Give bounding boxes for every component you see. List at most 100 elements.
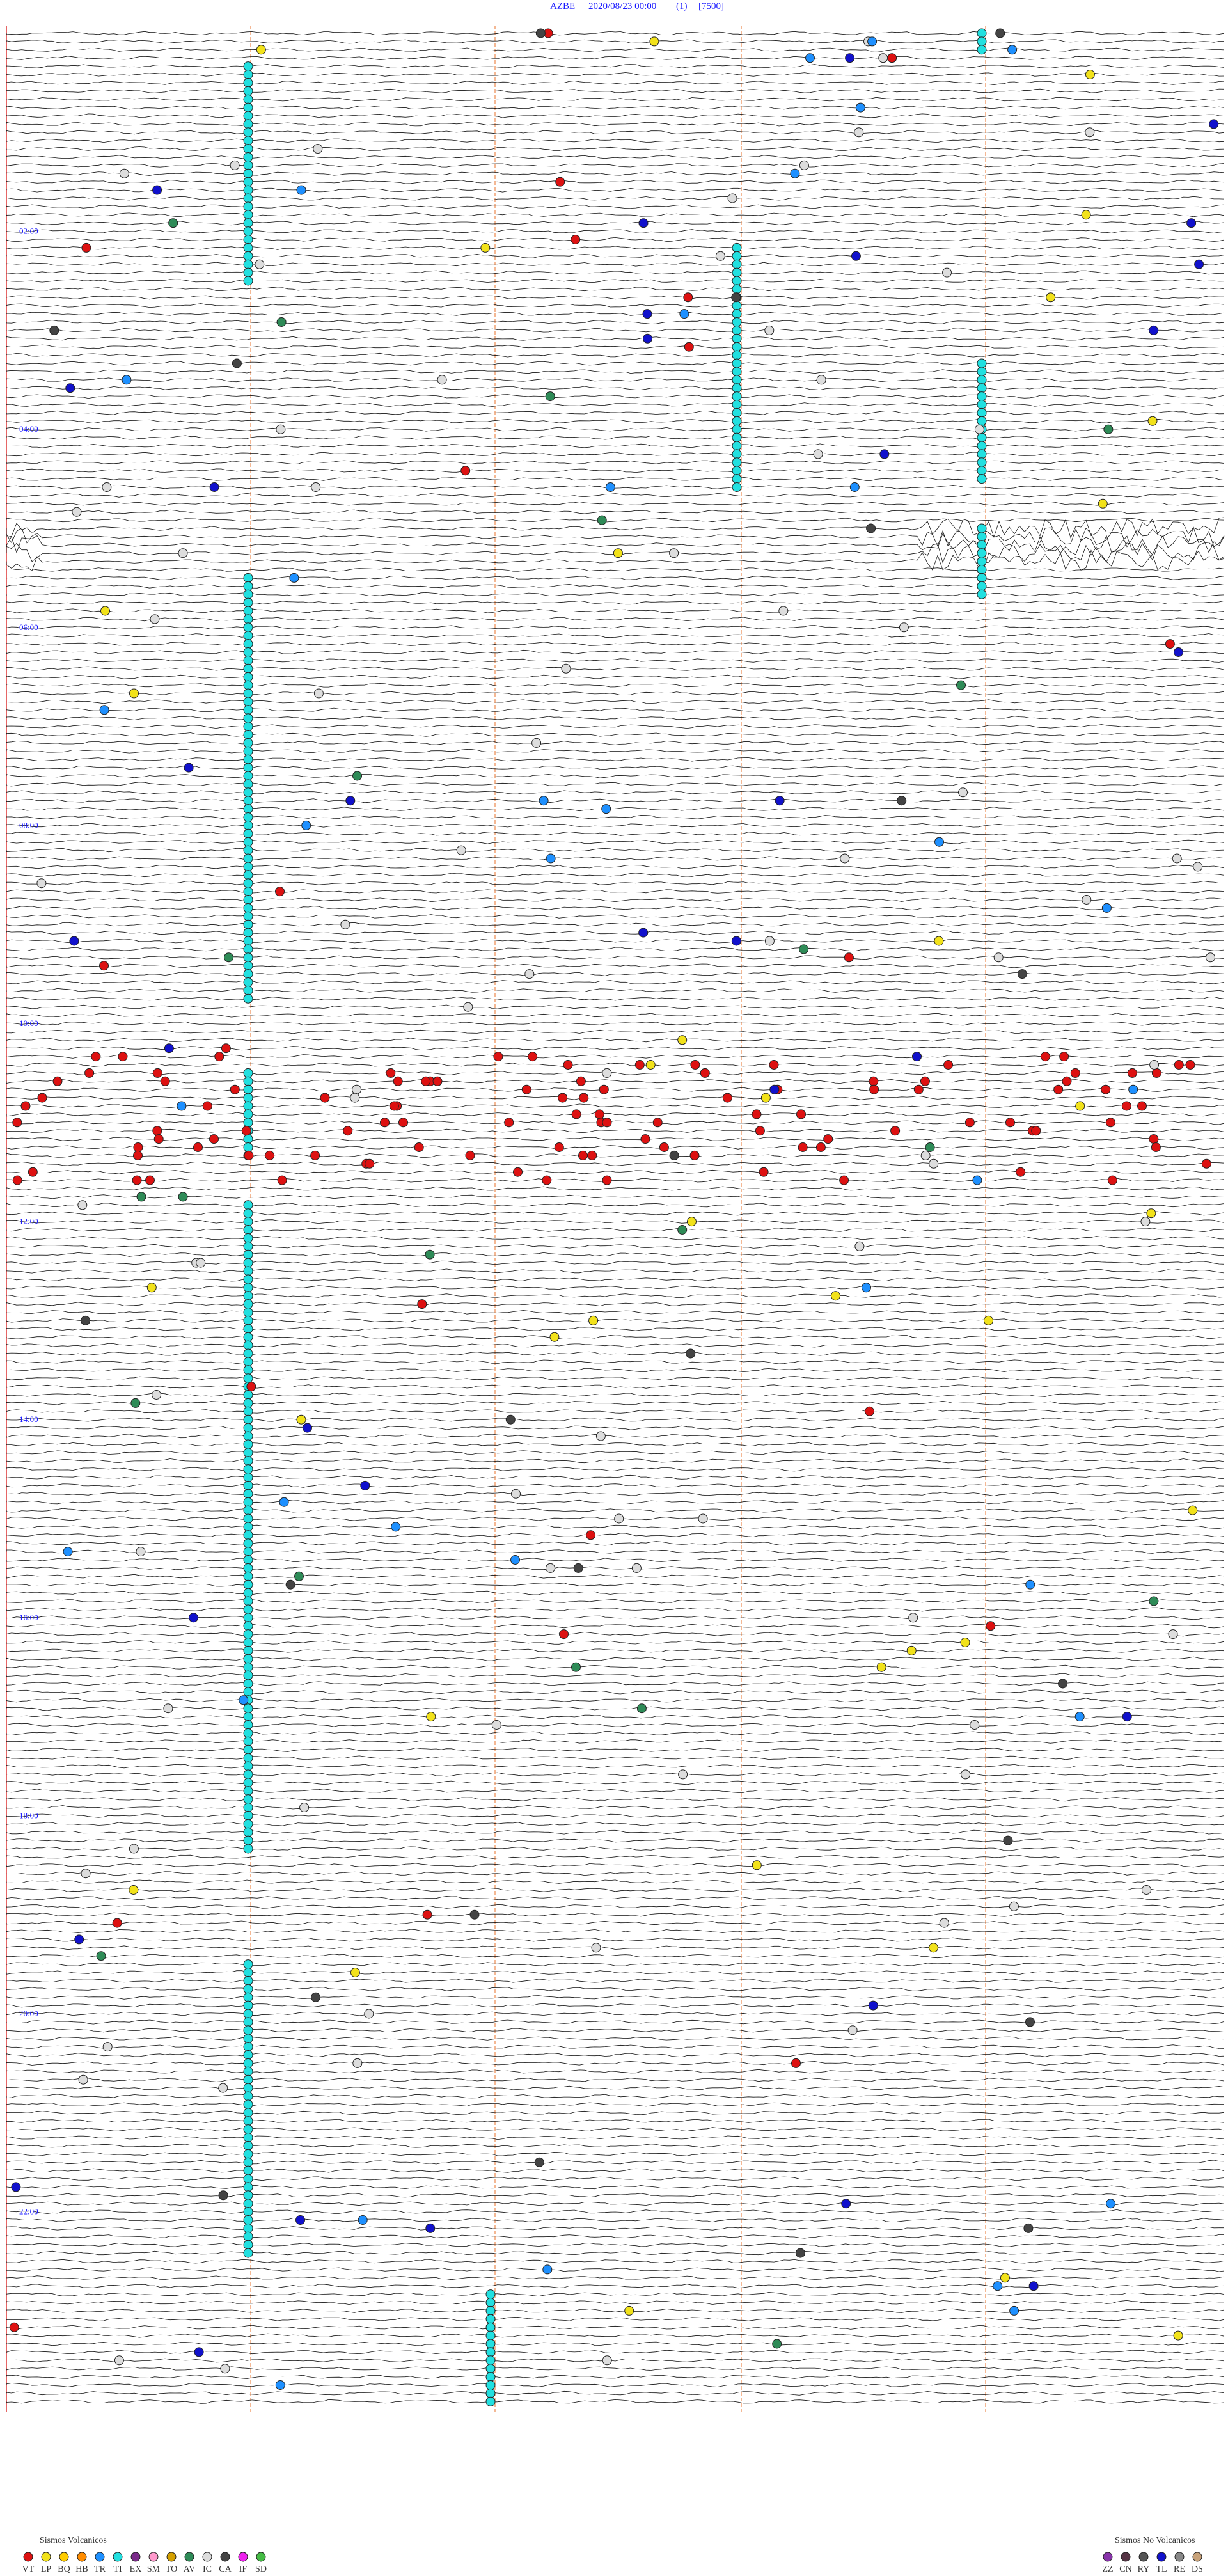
event-marker (731, 292, 741, 303)
trace (6, 1887, 1225, 1892)
trace (6, 2284, 1225, 2289)
trace (6, 1755, 1225, 1760)
event-marker (602, 1175, 612, 1185)
event-marker (1122, 1712, 1132, 1722)
trace (6, 2292, 1225, 2297)
trace (6, 873, 1225, 878)
legend-marker (59, 2552, 69, 2562)
event-marker (243, 1769, 253, 1780)
event-marker (243, 1679, 253, 1689)
event-marker (897, 796, 907, 806)
event-marker (878, 53, 888, 63)
trace (6, 2011, 1225, 2016)
event-marker (243, 1959, 253, 1970)
event-marker (602, 1118, 612, 1128)
event-marker (823, 1134, 833, 1144)
trace (6, 1664, 1225, 1670)
trace (6, 1821, 1225, 1826)
event-marker (209, 1134, 219, 1144)
event-marker (243, 1497, 253, 1507)
event-marker (831, 1291, 840, 1301)
event-marker (1007, 45, 1018, 55)
event-marker (243, 1778, 253, 1788)
event-marker (243, 730, 253, 739)
event-marker (594, 1109, 604, 1119)
event-marker (839, 1175, 849, 1185)
event-marker (243, 1621, 253, 1631)
trace (6, 773, 1225, 778)
event-marker (977, 391, 987, 402)
trace (6, 913, 1225, 919)
event-marker (91, 1052, 101, 1062)
event-marker (977, 557, 987, 567)
event-marker (1209, 119, 1219, 129)
event-marker (77, 1200, 88, 1210)
event-marker (265, 1150, 275, 1160)
event-marker (631, 1563, 642, 1573)
trace (6, 1400, 1225, 1405)
trace (6, 600, 1225, 605)
event-marker (485, 2396, 496, 2406)
event-marker (715, 251, 725, 261)
event-marker (243, 267, 253, 278)
event-marker (485, 2330, 496, 2341)
event-marker (1082, 895, 1092, 905)
event-marker (243, 1299, 253, 1309)
hour-label: 22:00 (19, 2207, 38, 2216)
event-marker (528, 1052, 538, 1062)
event-marker (638, 928, 649, 938)
legend-marker (95, 2552, 105, 2562)
event-marker (243, 2215, 253, 2225)
event-marker (243, 1827, 253, 1837)
event-marker (243, 1241, 253, 1251)
event-marker (243, 688, 253, 699)
event-marker (732, 350, 742, 360)
legend-title: Sismos Volcanicos (40, 2536, 107, 2545)
trace (6, 2316, 1225, 2321)
event-marker (358, 2215, 368, 2225)
event-marker (243, 1835, 253, 1845)
trace (6, 576, 1225, 580)
hour-label: 10:00 (19, 1018, 38, 1028)
hour-label: 18:00 (19, 1810, 38, 1820)
event-marker (791, 2058, 801, 2068)
event-marker (890, 1126, 901, 1136)
trace (6, 1268, 1225, 1274)
trace (6, 1863, 1225, 1868)
event-marker (243, 1398, 253, 1408)
event-marker (243, 1505, 253, 1515)
legend-marker (238, 2552, 248, 2562)
event-marker (218, 2190, 228, 2201)
event-marker (311, 482, 321, 492)
event-marker (1137, 1101, 1147, 1111)
event-marker (876, 1662, 886, 1672)
event-marker (977, 474, 987, 484)
event-marker (595, 1431, 606, 1441)
trace (6, 2250, 1225, 2256)
event-marker (243, 1217, 253, 1227)
event-marker (243, 1588, 253, 1598)
legend-code: IC (203, 2564, 212, 2574)
event-marker (463, 1002, 473, 1012)
event-marker (755, 1126, 765, 1136)
event-marker (683, 292, 693, 303)
trace (6, 930, 1225, 935)
event-marker (732, 449, 742, 459)
event-marker (465, 1150, 475, 1160)
trace (6, 2102, 1224, 2107)
event-marker (1188, 1505, 1198, 1515)
event-marker (485, 2339, 496, 2349)
event-marker (573, 1563, 583, 1573)
trace (6, 782, 1225, 787)
event-marker (732, 482, 742, 492)
event-marker (184, 763, 194, 773)
event-marker (764, 325, 775, 335)
event-marker (243, 1266, 253, 1276)
event-marker (964, 1118, 975, 1128)
event-marker (243, 1728, 253, 1738)
event-marker (243, 2025, 253, 2035)
trace (6, 1359, 1225, 1364)
event-marker (243, 1118, 253, 1128)
trace (6, 1112, 1225, 1117)
event-marker (511, 1489, 521, 1499)
